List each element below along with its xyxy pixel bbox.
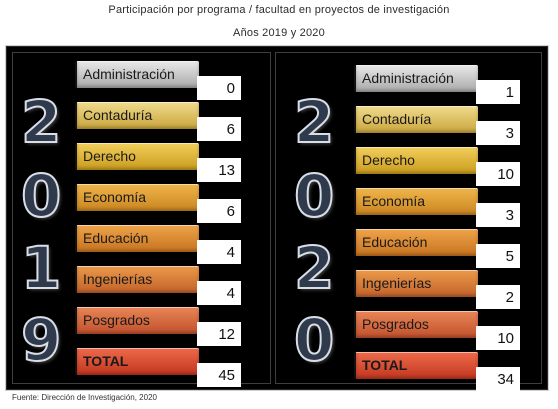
figure-panel: 2 0 1 9 Administración 0 Contaduría 6 De… bbox=[6, 46, 548, 391]
row-total: TOTAL 45 bbox=[75, 348, 325, 388]
year-digit: 9 bbox=[20, 306, 62, 374]
row-contaduria: Contaduría 3 bbox=[354, 106, 558, 146]
row-value: 4 bbox=[197, 240, 241, 264]
row-value: 10 bbox=[476, 162, 520, 186]
row-label: Administración bbox=[75, 61, 199, 88]
row-label: TOTAL bbox=[354, 352, 478, 379]
row-posgrados: Posgrados 10 bbox=[354, 311, 558, 351]
row-label: Ingenierías bbox=[75, 266, 199, 293]
row-label: Posgrados bbox=[354, 311, 478, 338]
year-digit: 0 bbox=[20, 162, 62, 230]
row-value: 12 bbox=[197, 322, 241, 346]
year-digit: 2 bbox=[293, 234, 335, 302]
row-label: Derecho bbox=[75, 143, 199, 170]
row-label: Economía bbox=[75, 184, 199, 211]
row-educacion: Educación 5 bbox=[354, 229, 558, 269]
row-value: 6 bbox=[197, 199, 241, 223]
row-administracion: Administración 0 bbox=[75, 61, 325, 101]
chart-title: Participación por programa / facultad en… bbox=[108, 4, 450, 16]
year-digit: 0 bbox=[293, 162, 335, 230]
row-label: Contaduría bbox=[75, 102, 199, 129]
row-value: 3 bbox=[476, 203, 520, 227]
row-value: 45 bbox=[197, 363, 241, 387]
row-derecho: Derecho 10 bbox=[354, 147, 558, 187]
source-note: Fuente: Dirección de Investigación, 2020 bbox=[12, 393, 157, 402]
row-value: 4 bbox=[197, 281, 241, 305]
year-digit: 1 bbox=[20, 234, 62, 302]
row-label: Ingenierías bbox=[354, 270, 478, 297]
row-value: 13 bbox=[197, 158, 241, 182]
row-label: Derecho bbox=[354, 147, 478, 174]
year-digit: 2 bbox=[293, 88, 335, 156]
row-economia: Economía 6 bbox=[75, 184, 325, 224]
row-label: Posgrados bbox=[75, 307, 199, 334]
row-ingenierias: Ingenierías 2 bbox=[354, 270, 558, 310]
row-label: Contaduría bbox=[354, 106, 478, 133]
row-ingenierias: Ingenierías 4 bbox=[75, 266, 325, 306]
chart-subtitle: Años 2019 y 2020 bbox=[233, 27, 325, 39]
year-digit: 2 bbox=[20, 88, 62, 156]
row-value: 10 bbox=[476, 326, 520, 350]
row-value: 5 bbox=[476, 244, 520, 268]
row-administracion: Administración 1 bbox=[354, 65, 558, 105]
year-2019-panel: 2 0 1 9 Administración 0 Contaduría 6 De… bbox=[12, 52, 271, 387]
row-value: 0 bbox=[197, 76, 241, 100]
row-value: 2 bbox=[476, 285, 520, 309]
year-2020-panel: 2 0 2 0 Administración 1 Contaduría 3 De… bbox=[275, 52, 542, 391]
row-label: Economía bbox=[354, 188, 478, 215]
row-value: 1 bbox=[476, 80, 520, 104]
row-label: Educación bbox=[75, 225, 199, 252]
year-digit: 0 bbox=[293, 306, 335, 374]
row-label: Administración bbox=[354, 65, 478, 92]
row-value: 34 bbox=[476, 367, 520, 391]
row-total: TOTAL 34 bbox=[354, 352, 558, 392]
row-label: TOTAL bbox=[75, 348, 199, 375]
row-economia: Economía 3 bbox=[354, 188, 558, 228]
row-derecho: Derecho 13 bbox=[75, 143, 325, 183]
row-value: 3 bbox=[476, 121, 520, 145]
row-value: 6 bbox=[197, 117, 241, 141]
row-educacion: Educación 4 bbox=[75, 225, 325, 265]
row-contaduria: Contaduría 6 bbox=[75, 102, 325, 142]
row-posgrados: Posgrados 12 bbox=[75, 307, 325, 347]
row-label: Educación bbox=[354, 229, 478, 256]
